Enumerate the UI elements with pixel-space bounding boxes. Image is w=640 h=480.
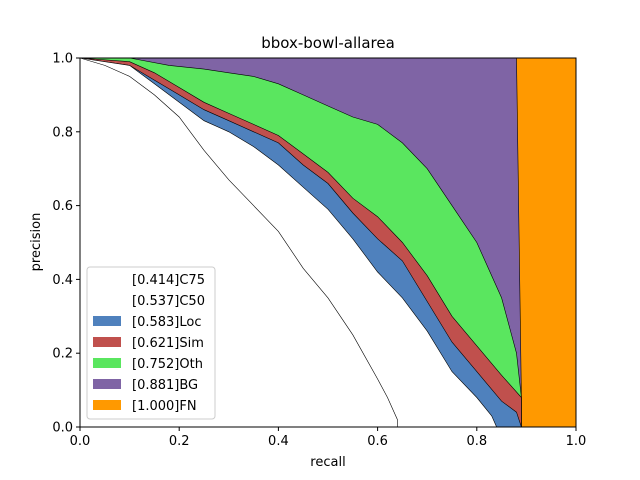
legend-swatch xyxy=(93,400,121,410)
x-tick-label: 1.0 xyxy=(566,434,587,449)
y-axis-title: precision xyxy=(29,213,44,272)
x-tick-label: 0.6 xyxy=(367,434,388,449)
y-tick-label: 0.6 xyxy=(52,199,73,214)
y-tick-label: 0.8 xyxy=(52,125,73,140)
legend-label: [0.537]C50 xyxy=(132,294,205,309)
x-tick-label: 0.8 xyxy=(466,434,487,449)
legend-swatch xyxy=(93,337,121,347)
legend-swatch xyxy=(93,379,121,389)
y-tick-label: 0.0 xyxy=(52,421,73,436)
legend-label: [0.621]Sim xyxy=(132,336,204,351)
legend-swatch xyxy=(93,274,121,284)
legend-label: [0.752]Oth xyxy=(132,357,203,372)
x-tick-label: 0.4 xyxy=(268,434,289,449)
legend: [0.414]C75 [0.537]C50 [0.583]Loc [0.621]Sim… xyxy=(86,266,216,420)
x-tick-label: 0.2 xyxy=(169,434,190,449)
y-tick-label: 0.4 xyxy=(52,273,73,288)
y-tick-label: 1.0 xyxy=(52,52,73,67)
legend-swatch xyxy=(93,358,121,368)
legend-label: [0.414]C75 xyxy=(132,273,205,288)
y-tick-label: 0.2 xyxy=(52,347,73,362)
x-tick-label: 0.0 xyxy=(70,434,91,449)
x-axis-title: recall xyxy=(310,455,345,470)
plot-frame xyxy=(79,57,577,428)
legend-swatch xyxy=(93,295,121,305)
legend-label: [0.881]BG xyxy=(132,378,198,393)
y-axis-ticks: 0.0 0.2 0.4 0.6 0.8 1.0 xyxy=(52,52,80,436)
x-axis-ticks: 0.0 0.2 0.4 0.6 0.8 1.0 xyxy=(70,427,587,449)
legend-label: [1.000]FN xyxy=(132,399,197,414)
legend-label: [0.583]Loc xyxy=(132,315,201,330)
legend-swatch xyxy=(93,316,121,326)
chart-title: bbox-bowl-allarea xyxy=(261,34,395,52)
